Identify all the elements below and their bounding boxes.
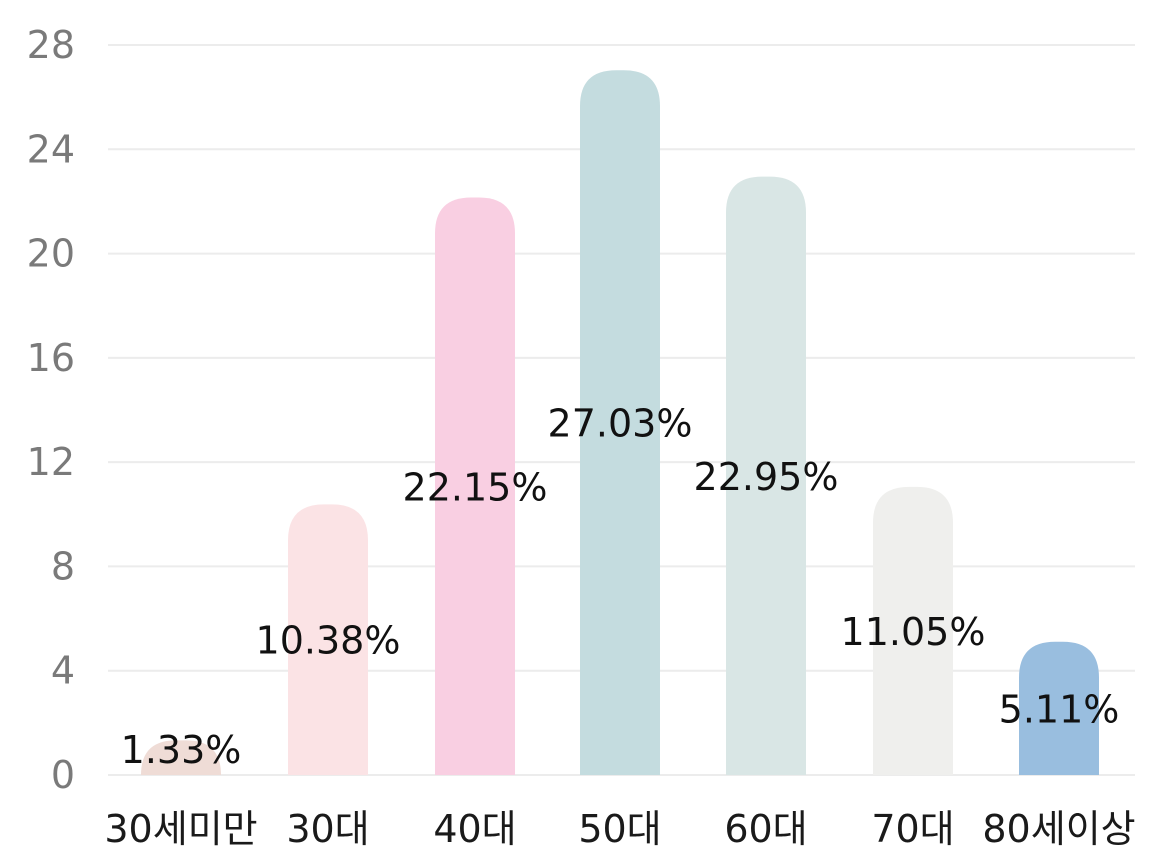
data-label: 22.95% [694,455,839,499]
y-tick-label: 16 [27,336,75,380]
bar [873,486,953,775]
data-label: 11.05% [841,610,986,654]
x-tick-label: 80세이상 [982,807,1135,849]
data-label: 27.03% [548,402,693,446]
bars [141,70,1099,776]
x-tick-label: 50대 [578,807,661,849]
y-axis-ticks: 0 4 8 12 16 20 24 28 [27,23,75,797]
y-tick-label: 8 [51,544,75,588]
bar [580,70,660,775]
x-tick-label: 40대 [433,807,516,849]
data-label: 1.33% [121,728,242,772]
y-tick-label: 0 [51,753,75,797]
x-axis-ticks: 30세미만 30대 40대 50대 60대 70대 80세이상 [104,807,1135,849]
data-label: 10.38% [256,619,401,663]
data-label: 22.15% [403,465,548,509]
y-tick-label: 20 [27,232,75,276]
data-labels: 1.33% 10.38% 22.15%27.03%22.95% 11.05% 5.11% [121,402,1120,772]
x-tick-label: 30대 [286,807,369,849]
bar [288,504,368,775]
x-tick-label: 30세미만 [104,807,257,849]
y-tick-label: 4 [51,649,75,693]
y-tick-label: 12 [27,440,75,484]
y-tick-label: 24 [27,127,75,171]
x-tick-label: 70대 [871,807,954,849]
bar [141,740,221,775]
bar [1019,641,1099,775]
bar [435,197,515,776]
y-tick-label: 28 [27,23,75,67]
data-label: 5.11% [999,687,1120,731]
x-tick-label: 60대 [724,807,807,849]
bar [726,176,806,776]
